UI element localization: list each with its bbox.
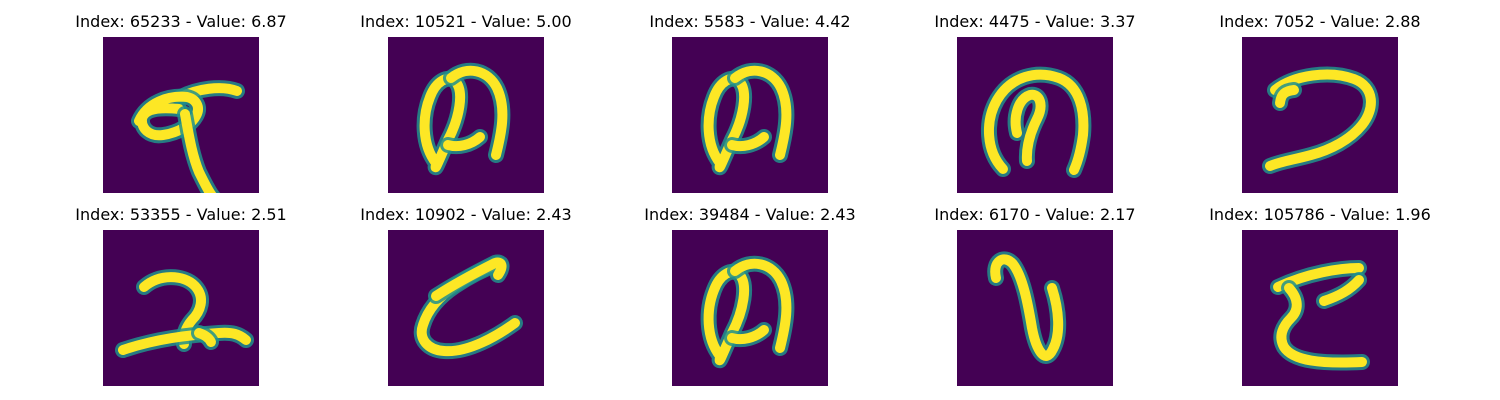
panel-title: Index: 53355 - Value: 2.51 [75,205,287,224]
panel-title: Index: 4475 - Value: 3.37 [934,12,1136,31]
glyph-stroke-1 [118,327,251,355]
glyph-stroke-1 [730,258,792,353]
image-panel [388,37,544,193]
image-panel [1242,37,1398,193]
image-background [388,37,544,193]
glyph-image [672,230,828,386]
image-panel [388,230,544,386]
glyph-stroke-2 [194,328,216,347]
glyph-stroke-0 [990,254,1064,361]
glyph-image [103,37,259,193]
glyph-stroke-0 [1265,69,1376,171]
image-panel [672,230,828,386]
image-panel [103,37,259,193]
image-panel [1242,230,1398,386]
panel-title: Index: 105786 - Value: 1.96 [1209,205,1431,224]
image-background [672,37,828,193]
glyph-stroke-1 [730,65,792,160]
glyph-stroke-0 [983,69,1089,175]
glyph-image [388,37,544,193]
glyph-image [672,37,828,193]
image-panel [957,230,1113,386]
panel-title: Index: 39484 - Value: 2.43 [644,205,856,224]
image-background [103,230,259,386]
glyph-stroke-2 [180,109,217,193]
image-background [672,230,828,386]
glyph-stroke-1 [1276,283,1367,368]
glyph-image [103,230,259,386]
glyph-image [1242,230,1398,386]
image-panel [957,37,1113,193]
glyph-stroke-2 [1319,275,1364,306]
glyph-stroke-1 [446,65,508,160]
panel-title: Index: 6170 - Value: 2.17 [934,205,1136,224]
panel-title: Index: 10902 - Value: 2.43 [360,205,572,224]
glyph-image [388,230,544,386]
glyph-stroke-2 [727,325,769,345]
image-background [388,230,544,386]
panel-title: Index: 65233 - Value: 6.87 [75,12,287,31]
panel-title: Index: 7052 - Value: 2.88 [1219,12,1421,31]
glyph-image [1242,37,1398,193]
glyph-image [957,230,1113,386]
glyph-stroke-2 [727,132,769,152]
glyph-stroke-1 [1275,85,1299,108]
glyph-stroke-2 [443,132,485,152]
panel-title: Index: 10521 - Value: 5.00 [360,12,572,31]
glyph-stroke-1 [1010,89,1046,166]
panel-title: Index: 5583 - Value: 4.42 [649,12,851,31]
image-panel [103,230,259,386]
glyph-stroke-1 [431,257,507,301]
glyph-image [957,37,1113,193]
image-panel [672,37,828,193]
